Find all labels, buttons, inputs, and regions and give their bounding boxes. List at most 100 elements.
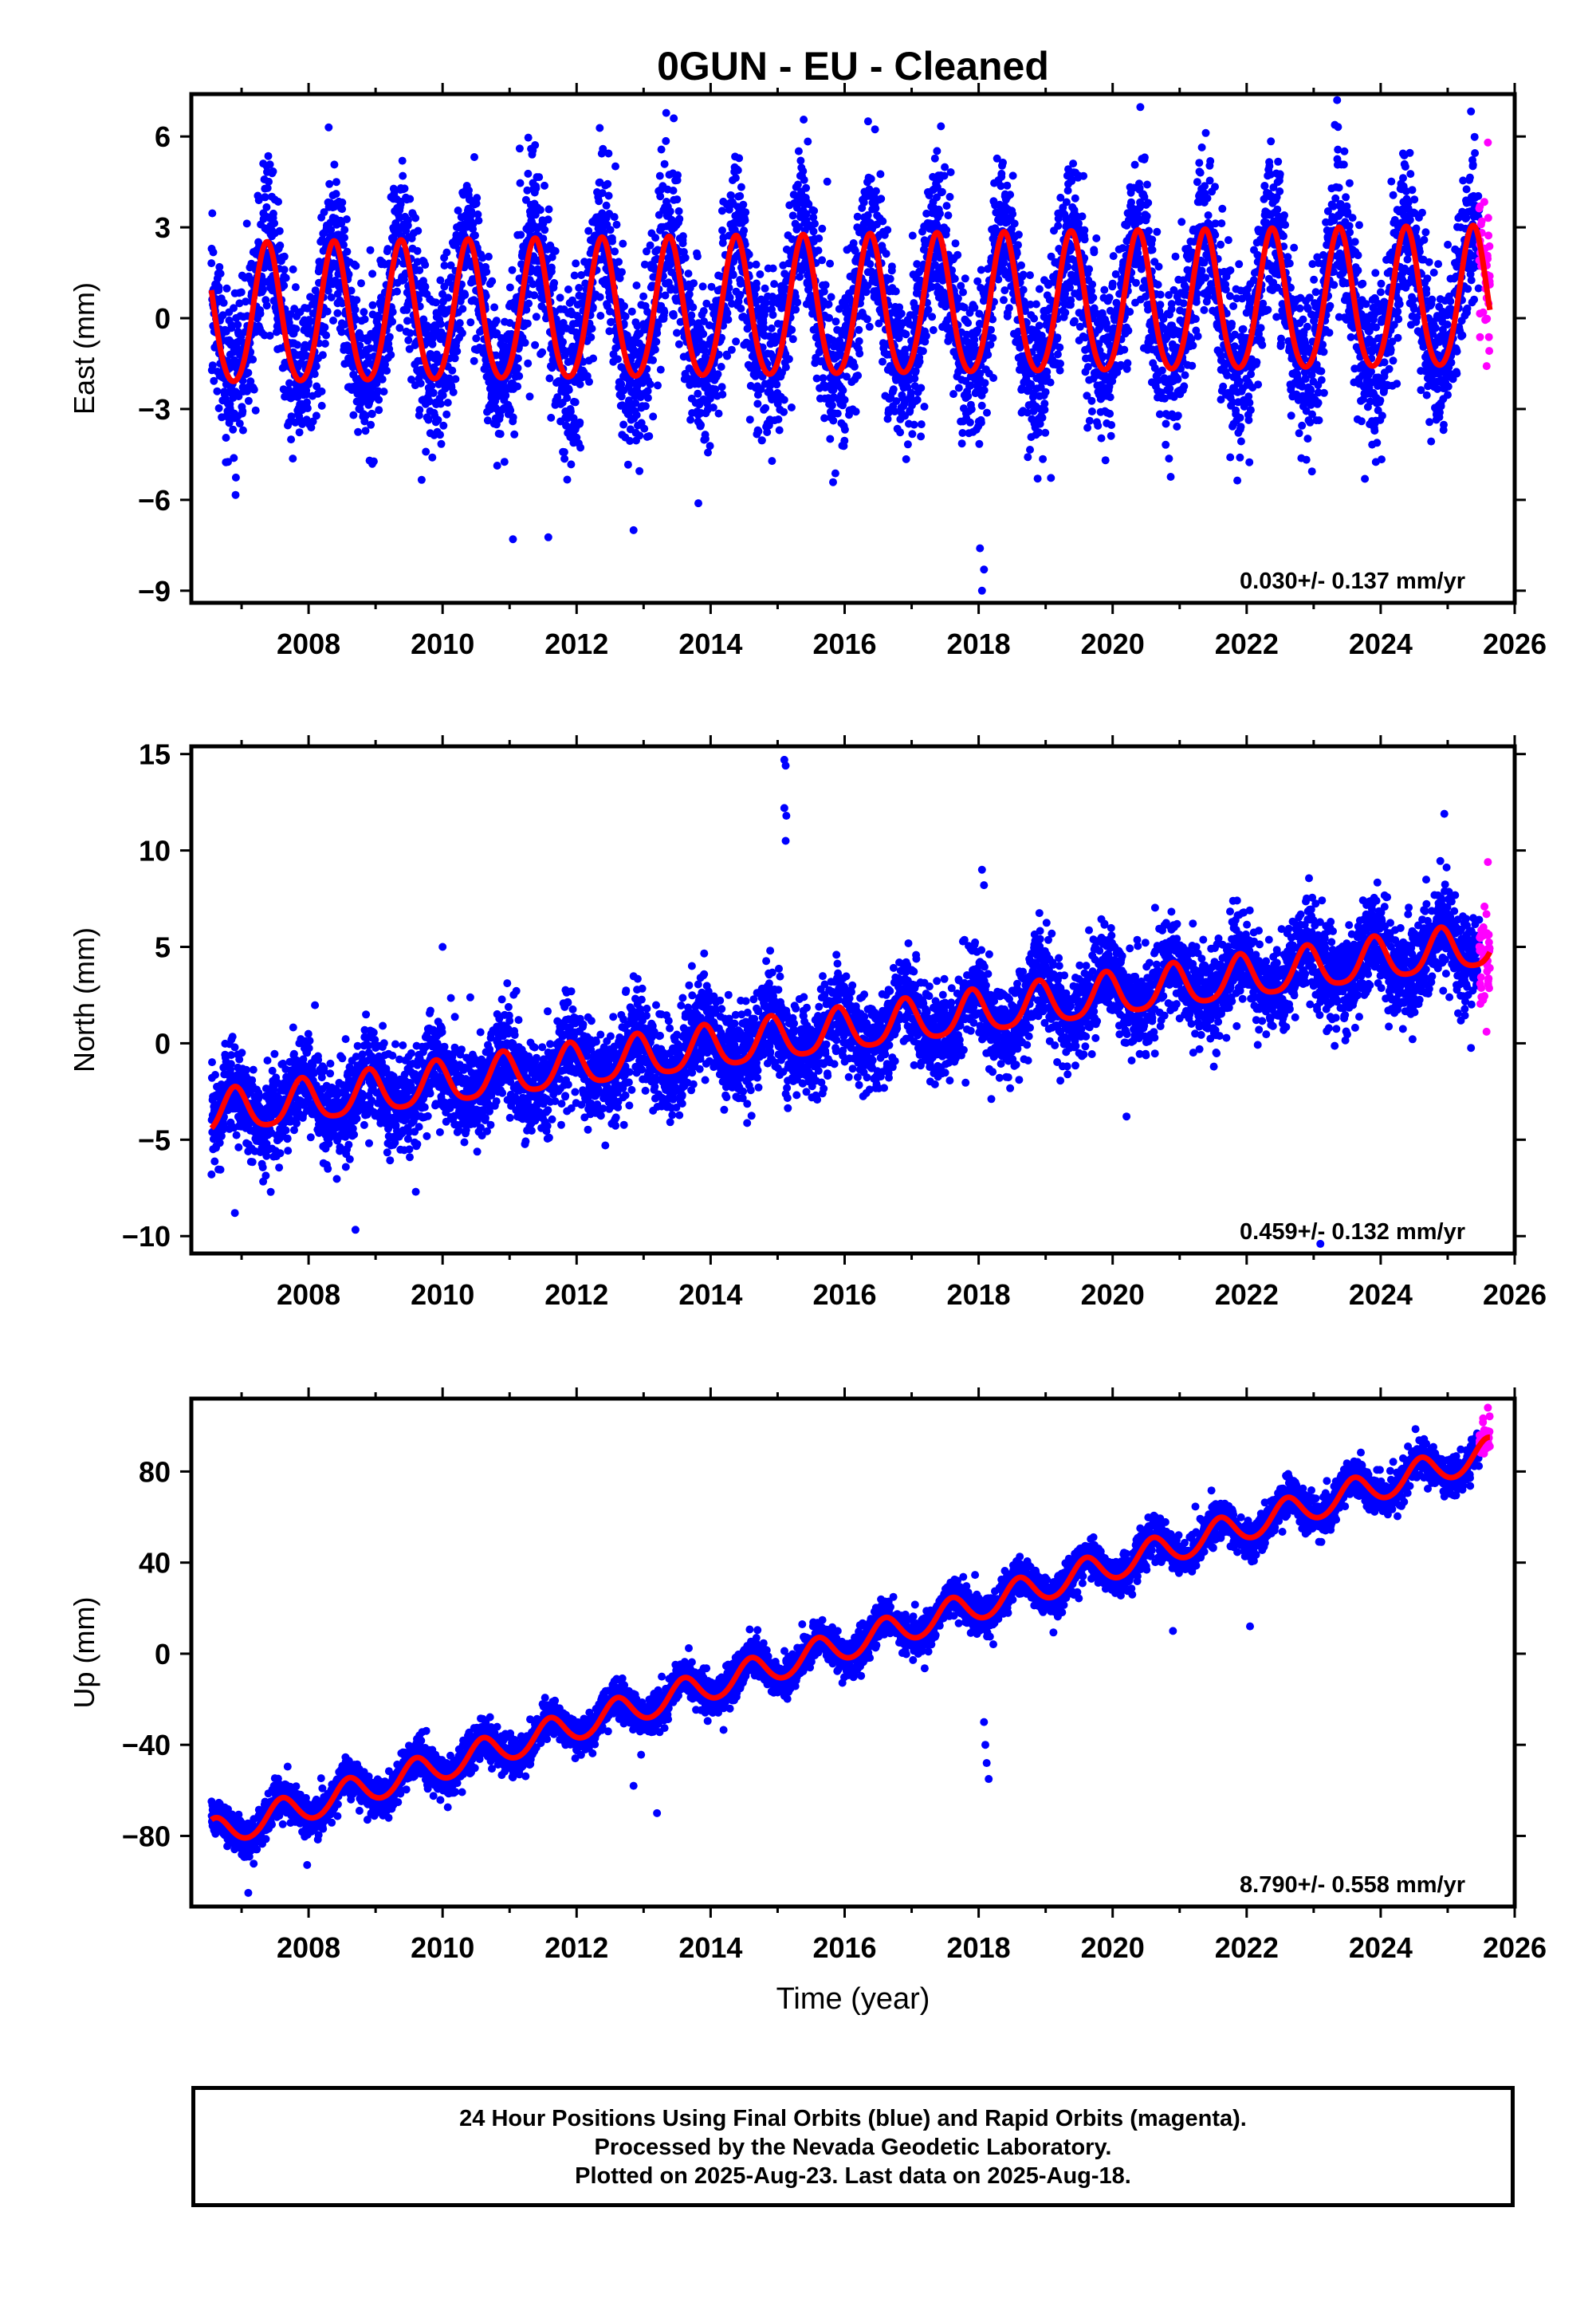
data-point <box>735 154 744 163</box>
data-point <box>560 448 568 456</box>
data-point <box>855 325 863 334</box>
data-point <box>707 282 716 291</box>
data-point <box>438 391 447 399</box>
data-point <box>804 137 812 146</box>
data-point <box>506 406 515 415</box>
data-point <box>673 329 681 337</box>
data-point <box>615 258 623 266</box>
data-point <box>521 195 530 204</box>
data-point <box>792 305 800 314</box>
data-point <box>1148 246 1157 254</box>
data-point <box>324 286 332 295</box>
data-point <box>368 301 377 309</box>
data-point <box>1080 226 1089 234</box>
data-point <box>1078 212 1087 221</box>
plot-area <box>207 96 1494 595</box>
data-point <box>1006 191 1015 199</box>
data-point <box>775 426 784 435</box>
data-point <box>660 308 669 317</box>
data-point <box>347 286 356 295</box>
data-point <box>231 490 240 499</box>
data-point <box>736 191 745 200</box>
data-point <box>811 219 819 228</box>
data-point <box>631 399 640 407</box>
data-point <box>922 332 930 340</box>
data-point <box>1040 405 1049 414</box>
data-point <box>813 333 822 342</box>
data-point <box>436 399 445 408</box>
data-point <box>1154 262 1163 271</box>
data-point <box>883 226 892 234</box>
data-point <box>313 382 321 391</box>
data-point <box>717 207 726 215</box>
data-point <box>953 250 962 259</box>
data-point <box>1041 428 1050 437</box>
data-point <box>513 354 522 363</box>
data-point <box>965 418 974 427</box>
data-point <box>421 282 430 291</box>
data-point <box>415 266 424 274</box>
data-point <box>285 379 293 388</box>
data-point <box>1087 407 1096 415</box>
data-point <box>348 363 357 372</box>
data-point <box>686 415 695 424</box>
data-point <box>851 407 860 416</box>
data-point <box>541 226 549 234</box>
data-point <box>383 366 391 375</box>
data-point <box>879 217 887 226</box>
data-point <box>1162 440 1170 449</box>
data-point <box>448 366 457 375</box>
data-point <box>639 292 648 301</box>
data-point <box>850 362 859 371</box>
data-point <box>949 390 957 399</box>
data-point <box>488 277 497 285</box>
data-point <box>828 336 837 344</box>
data-point <box>541 181 548 190</box>
data-point <box>736 290 745 299</box>
data-point <box>1071 194 1079 203</box>
data-point <box>215 262 224 271</box>
data-point <box>550 278 559 287</box>
data-point <box>1067 296 1075 305</box>
data-point <box>812 374 821 383</box>
data-point <box>396 200 405 209</box>
data-point <box>595 197 603 206</box>
data-point <box>879 357 886 366</box>
data-point <box>741 216 749 225</box>
data-point <box>1180 382 1189 391</box>
data-point <box>513 364 522 372</box>
data-point <box>865 322 874 331</box>
data-point <box>989 334 997 342</box>
data-point <box>891 287 900 296</box>
data-point <box>429 388 438 397</box>
data-point <box>470 153 478 161</box>
data-point <box>1124 326 1133 335</box>
data-point <box>643 387 652 396</box>
data-point <box>740 226 749 235</box>
data-point <box>957 439 966 448</box>
data-point <box>1090 248 1099 257</box>
data-point <box>651 234 660 242</box>
data-point <box>727 191 736 200</box>
data-point <box>1094 421 1103 430</box>
data-point <box>752 260 761 269</box>
data-point <box>1083 423 1092 432</box>
data-point <box>229 425 238 434</box>
data-point <box>230 304 238 313</box>
data-point <box>942 202 951 211</box>
data-point <box>757 436 766 445</box>
data-point <box>1097 434 1106 443</box>
data-point <box>273 328 281 336</box>
data-point <box>887 262 896 271</box>
data-point <box>383 245 392 254</box>
data-point <box>535 173 544 182</box>
data-point <box>492 351 501 360</box>
data-point <box>678 232 687 241</box>
data-point <box>700 346 709 355</box>
data-point <box>1069 159 1078 168</box>
data-point <box>984 350 993 359</box>
data-point <box>588 303 597 312</box>
data-point <box>788 325 796 334</box>
data-point <box>1053 333 1062 342</box>
data-point <box>323 307 332 316</box>
